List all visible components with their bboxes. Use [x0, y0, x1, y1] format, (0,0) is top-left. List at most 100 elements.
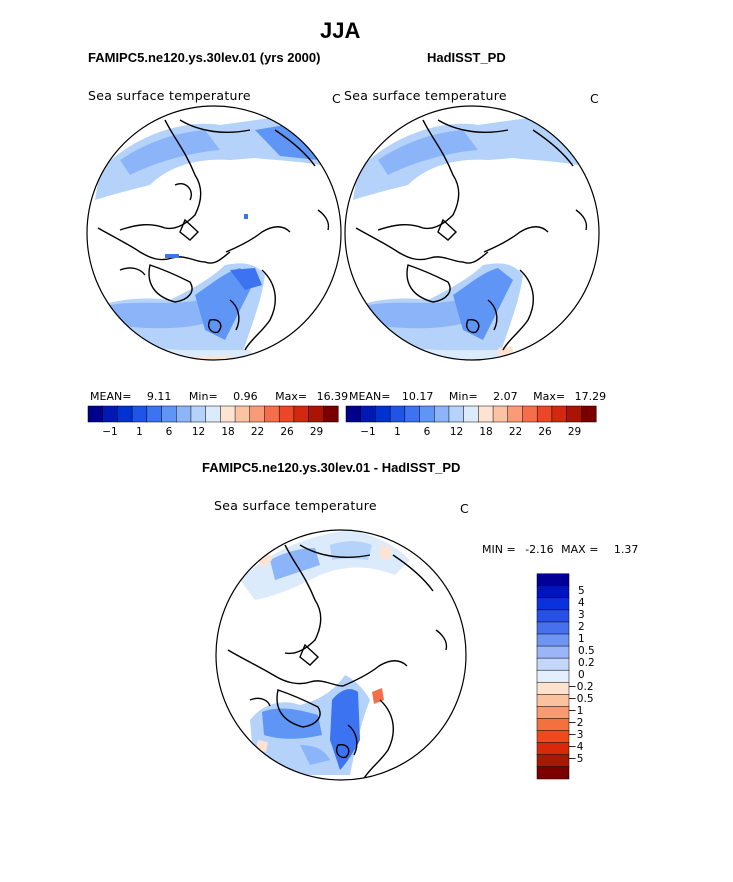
- colorbar-swatch: [536, 597, 570, 611]
- obs-mean-value: 10.17: [401, 390, 434, 403]
- colorbar-swatch: [278, 405, 295, 423]
- obs-min-value: 2.07: [493, 390, 518, 403]
- colorbar-swatch: [146, 405, 163, 423]
- colorbar-swatch: [536, 405, 553, 423]
- colorbar-swatch: [448, 405, 465, 423]
- diff-units: C: [460, 501, 470, 516]
- colorbar-level-label: −5: [568, 753, 584, 766]
- colorbar-tick-label: 29: [309, 426, 324, 438]
- colorbar-swatch: [536, 730, 570, 744]
- colorbar-swatch: [536, 585, 570, 599]
- colorbar-swatch: [117, 405, 133, 423]
- diff-min-value: -2.16: [525, 543, 554, 556]
- colorbar-swatch: [102, 405, 118, 423]
- colorbar-tick-label: 1: [136, 426, 143, 438]
- colorbar-swatch: [536, 742, 570, 756]
- model-mean-label: MEAN=: [90, 390, 132, 403]
- model-heading: FAMIPC5.ne120.ys.30lev.01 (yrs 2000): [88, 50, 321, 65]
- colorbar-level-label: 0.5: [578, 644, 595, 657]
- obs-min-label: Min=: [448, 390, 478, 403]
- colorbar-level-label: −0.2: [568, 681, 594, 693]
- colorbar-swatch: [264, 405, 280, 423]
- obs-max-label: Max=: [533, 390, 566, 403]
- colorbar-swatch: [220, 405, 236, 423]
- colorbar-level-label: −4: [568, 741, 584, 754]
- colorbar-swatch: [492, 405, 509, 423]
- colorbar-swatch: [536, 766, 570, 780]
- diff-map-title: Sea surface temperature: [214, 498, 377, 513]
- model-map-title: Sea surface temperature: [88, 88, 251, 103]
- colorbar-tick-label: 6: [165, 426, 173, 438]
- diff-heading: FAMIPC5.ne120.ys.30lev.01 - HadISST_PD: [202, 460, 461, 475]
- obs-map-title: Sea surface temperature: [344, 88, 507, 103]
- colorbar-tick-label: 6: [423, 426, 431, 438]
- colorbar-swatch: [536, 645, 570, 659]
- colorbar-swatch: [345, 405, 362, 423]
- colorbar-swatch: [478, 405, 494, 423]
- colorbar-swatch: [249, 405, 266, 423]
- colorbar-tick-label: 22: [250, 426, 265, 438]
- colorbar-level-label: 0: [578, 669, 585, 681]
- model-units: C: [332, 91, 342, 106]
- diff-min-label: MIN =: [482, 543, 516, 556]
- colorbar-tick-label: 12: [449, 426, 464, 438]
- obs-sst-field: [345, 106, 599, 360]
- colorbar-swatch: [433, 405, 450, 423]
- colorbar-level-label: −2: [568, 717, 584, 730]
- colorbar-swatch: [389, 405, 406, 423]
- colorbar-swatch: [551, 405, 568, 423]
- figure-title: JJA: [320, 18, 361, 43]
- model-mean-value: 9.11: [146, 390, 172, 403]
- model-colorbar-ticks: −1 1 6 12 18 22 26 29: [88, 426, 338, 440]
- diff-max-value: 1.37: [613, 543, 639, 556]
- model-colorbar: [87, 405, 339, 423]
- colorbar-tick-label: −1: [360, 426, 376, 438]
- colorbar-level-label: 2: [578, 620, 585, 633]
- colorbar-tick-label: 1: [394, 426, 401, 438]
- colorbar-level-label: 4: [578, 596, 585, 609]
- colorbar-swatch: [161, 405, 177, 423]
- colorbar-swatch: [536, 669, 570, 683]
- colorbar-swatch: [205, 405, 221, 423]
- colorbar-swatch: [234, 405, 251, 423]
- colorbar-swatch: [536, 657, 570, 671]
- colorbar-swatch: [375, 405, 391, 423]
- colorbar-swatch: [507, 405, 524, 423]
- colorbar-swatch: [536, 718, 570, 732]
- colorbar-tick-label: 12: [191, 426, 206, 438]
- colorbar-swatch: [190, 405, 207, 423]
- colorbar-tick-label: 29: [567, 426, 582, 438]
- obs-colorbar: [345, 405, 597, 423]
- colorbar-swatch: [463, 405, 479, 423]
- obs-max-value: 17.29: [574, 390, 607, 403]
- colorbar-swatch: [87, 405, 104, 423]
- colorbar-swatch: [536, 754, 570, 768]
- colorbar-swatch: [536, 706, 570, 719]
- colorbar-tick-label: 22: [508, 426, 523, 438]
- model-stats: MEAN= 9.11 Min= 0.96 Max= 16.39: [90, 390, 348, 403]
- colorbar-swatch: [419, 405, 435, 423]
- colorbar-swatch: [536, 694, 570, 707]
- colorbar-level-label: −0.5: [568, 693, 594, 706]
- colorbar-tick-label: 26: [280, 426, 294, 438]
- diff-max-label: MAX =: [561, 543, 599, 556]
- diff-sst-field: [216, 530, 466, 780]
- model-max-label: Max=: [275, 390, 308, 403]
- colorbar-tick-label: −1: [102, 426, 118, 438]
- colorbar-swatch: [536, 681, 570, 695]
- colorbar-swatch: [536, 633, 570, 647]
- colorbar-swatch: [308, 405, 324, 423]
- colorbar-swatch: [536, 573, 570, 587]
- model-min-label: Min=: [188, 390, 218, 403]
- colorbar-level-label: −3: [568, 729, 584, 742]
- colorbar-swatch: [522, 405, 538, 423]
- obs-units: C: [590, 91, 600, 106]
- colorbar-swatch: [581, 405, 597, 423]
- colorbar-tick-label: 18: [479, 426, 493, 438]
- diff-stats: MIN = -2.16 MAX = 1.37: [482, 543, 638, 556]
- colorbar-level-label: 3: [578, 608, 585, 621]
- obs-colorbar-ticks: −1 1 6 12 18 22 26 29: [346, 426, 596, 440]
- colorbar-tick-label: 26: [538, 426, 552, 438]
- colorbar-level-label: 0.2: [578, 656, 595, 669]
